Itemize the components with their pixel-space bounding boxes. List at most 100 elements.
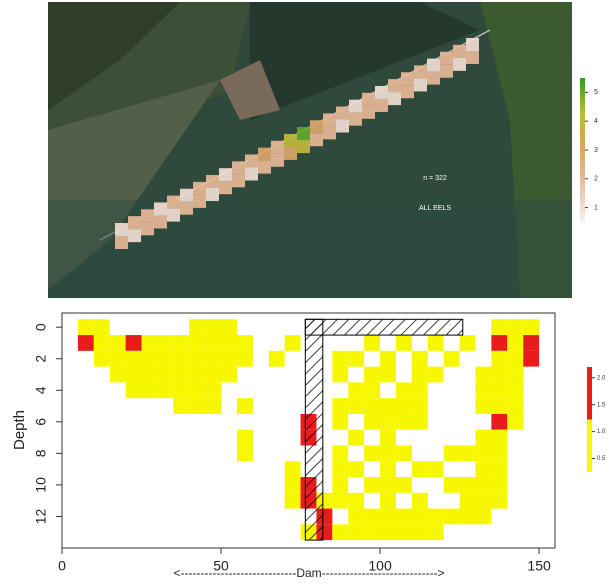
tile: [380, 524, 396, 541]
tile: [475, 366, 492, 383]
y-tick-label: 8: [33, 449, 49, 457]
tile: [427, 508, 444, 525]
tile: [332, 461, 349, 478]
tile: [157, 350, 174, 367]
tile: [411, 492, 428, 509]
tile: [380, 429, 396, 446]
tile: [475, 508, 492, 525]
y-tick-label: 0: [33, 323, 49, 331]
heat-cell: [271, 140, 284, 154]
tile: [380, 366, 396, 383]
tile: [141, 350, 158, 367]
tile: [364, 398, 381, 414]
tile: [332, 398, 349, 414]
heat-cell: [284, 133, 297, 147]
tile: [491, 429, 508, 446]
tile: [284, 477, 301, 493]
tile: [93, 335, 110, 351]
tile: [443, 445, 460, 462]
heat-cell: [193, 181, 206, 195]
tile: [491, 335, 508, 351]
tile: [380, 445, 396, 462]
x-tick-label: 100: [368, 558, 392, 574]
tile: [141, 335, 158, 351]
tile: [93, 319, 110, 336]
tile: [507, 398, 524, 414]
x-axis-label: <-----------------------------Dam-------…: [173, 566, 444, 580]
tile: [236, 398, 253, 414]
heat-cell: [414, 78, 427, 92]
tile: [443, 508, 460, 525]
tile: [395, 413, 412, 430]
tile: [364, 524, 381, 541]
tile: [348, 461, 365, 478]
y-tick-label: 6: [33, 418, 49, 426]
annotation: n = 322: [423, 175, 447, 182]
tile: [507, 350, 524, 367]
tile: [459, 492, 476, 509]
heat-cell: [310, 133, 323, 147]
heat-cell: [401, 85, 414, 99]
tile: [189, 350, 206, 367]
tile: [475, 492, 492, 509]
tile: [205, 350, 222, 367]
heat-cell: [115, 236, 128, 249]
heat-cell: [349, 99, 362, 113]
tile: [395, 382, 412, 399]
tile: [475, 477, 492, 493]
heat-cell: [388, 92, 401, 106]
tile: [427, 461, 444, 478]
tile: [395, 508, 412, 525]
tile: [348, 508, 365, 525]
tile: [189, 335, 206, 351]
colorbar: [580, 78, 585, 222]
tile: [380, 461, 396, 478]
heat-cell: [453, 57, 466, 71]
y-axis-label: Depth: [11, 410, 28, 450]
tile: [507, 382, 524, 399]
tile: [443, 477, 460, 493]
heat-cell: [232, 174, 245, 188]
heat-cell: [466, 51, 479, 64]
tile: [109, 350, 126, 367]
tile-chart: 0 50 100 150 0 2 4 6 8 10 12 Depth <----------------…: [11, 312, 606, 580]
tile: [411, 508, 428, 525]
tile: [77, 319, 94, 336]
heat-cell: [323, 113, 336, 127]
tile: [523, 335, 540, 351]
tile: [77, 335, 94, 351]
colorbar-tick-label: 1: [594, 204, 598, 211]
tile: [475, 461, 492, 478]
tile: [348, 524, 365, 541]
tile: [157, 366, 174, 383]
heat-cell: [323, 126, 336, 140]
tile: [109, 335, 126, 351]
heat-cell: [154, 202, 167, 216]
tile: [332, 445, 349, 462]
colorbar-tick-label: 2.0: [597, 375, 606, 381]
heat-cell: [310, 120, 323, 134]
heat-cell: [440, 64, 453, 78]
x-tick-label: 50: [213, 558, 229, 574]
heat-cell: [362, 105, 375, 119]
annotation: ALL EELS: [419, 205, 451, 212]
heat-cell: [284, 146, 297, 160]
heat-cell: [271, 153, 284, 167]
dam-hatch: [304, 318, 324, 541]
tile: [475, 445, 492, 462]
tile: [332, 492, 349, 509]
tile: [284, 461, 301, 478]
heat-cell: [219, 181, 232, 195]
heat-cell: [154, 215, 167, 229]
tile: [125, 382, 142, 399]
tile: [395, 398, 412, 414]
tile: [523, 319, 540, 336]
heat-cell: [401, 72, 414, 86]
tile: [348, 382, 365, 399]
tile: [491, 461, 508, 478]
tile: [364, 413, 381, 430]
tile: [125, 335, 142, 351]
tile: [491, 366, 508, 383]
tile: [427, 366, 444, 383]
